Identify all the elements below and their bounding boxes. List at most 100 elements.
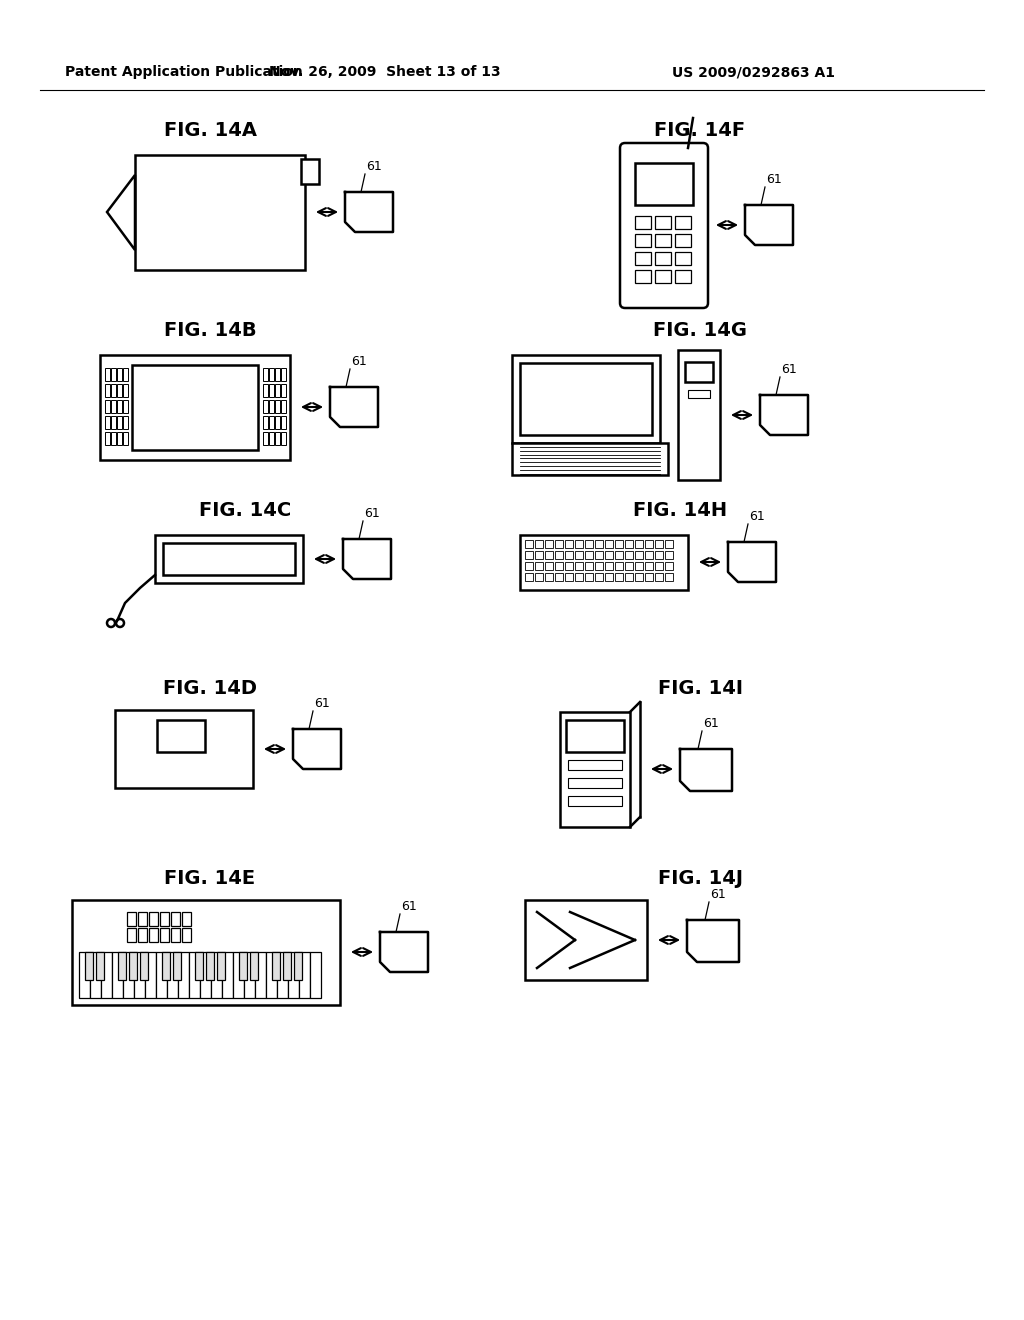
Bar [162,952,170,979]
Bar [568,796,622,807]
Text: FIG. 14E: FIG. 14E [165,869,256,887]
Bar [635,562,643,570]
Bar [535,550,543,558]
Text: 61: 61 [364,507,380,520]
Bar [525,540,534,548]
Bar [310,952,321,998]
Bar [163,543,295,576]
Bar [281,432,286,445]
Bar [111,432,116,445]
Bar [665,550,673,558]
Bar [605,550,613,558]
Bar [675,216,691,228]
Bar [565,540,573,548]
Bar [635,540,643,548]
Bar [211,952,222,998]
Bar [263,416,268,429]
Bar [585,540,593,548]
Bar [565,562,573,570]
Bar [665,562,673,570]
Bar [117,400,122,413]
Bar [117,368,122,381]
Bar [512,355,660,444]
Bar [525,562,534,570]
Bar [140,952,148,979]
Bar [150,928,158,942]
Bar [655,234,671,247]
Bar [167,952,178,998]
Bar [189,952,200,998]
Bar [635,271,651,282]
Bar [525,573,534,581]
Bar [545,573,553,581]
Bar [269,416,274,429]
Bar [145,952,156,998]
Bar [655,550,663,558]
Bar [685,362,713,381]
Bar [565,550,573,558]
Bar [263,368,268,381]
Bar [117,384,122,397]
Bar [688,389,710,399]
Bar [117,416,122,429]
Bar [635,573,643,581]
Text: 61: 61 [781,363,797,376]
Bar [585,573,593,581]
Bar [281,416,286,429]
Bar [605,540,613,548]
Bar [263,400,268,413]
Bar [72,900,340,1005]
Bar [127,928,136,942]
Text: FIG. 14B: FIG. 14B [164,321,256,339]
Bar [635,162,693,205]
Bar [269,400,274,413]
Bar [182,912,191,927]
Bar [85,952,93,979]
Bar [625,540,633,548]
Bar [555,540,563,548]
Bar [281,384,286,397]
Bar [555,562,563,570]
Text: 61: 61 [366,160,382,173]
Polygon shape [106,176,135,249]
Text: FIG. 14D: FIG. 14D [163,678,257,697]
Bar [111,368,116,381]
Bar [155,535,303,583]
Text: 61: 61 [703,717,719,730]
Bar [171,928,180,942]
Bar [281,400,286,413]
Bar [575,540,583,548]
Text: 61: 61 [766,173,781,186]
Text: 61: 61 [749,510,765,523]
Bar [655,252,671,265]
Bar [675,271,691,282]
Bar [135,154,305,271]
Bar [625,573,633,581]
Bar [156,952,167,998]
Bar [222,952,233,998]
Bar [655,540,663,548]
Bar [132,366,258,450]
Bar [615,562,623,570]
Bar [635,550,643,558]
Bar [655,216,671,228]
Bar [275,416,280,429]
Bar [568,760,622,770]
Bar [118,952,126,979]
Bar [575,562,583,570]
Bar [645,540,653,548]
Bar [655,562,663,570]
Bar [283,952,291,979]
Bar [645,562,653,570]
Bar [275,368,280,381]
Bar [585,550,593,558]
Bar [566,719,624,752]
Text: FIG. 14G: FIG. 14G [653,321,746,339]
Bar [244,952,255,998]
Bar [255,952,266,998]
Bar [123,416,128,429]
Bar [675,252,691,265]
Bar [635,234,651,247]
Bar [535,562,543,570]
Bar [635,252,651,265]
